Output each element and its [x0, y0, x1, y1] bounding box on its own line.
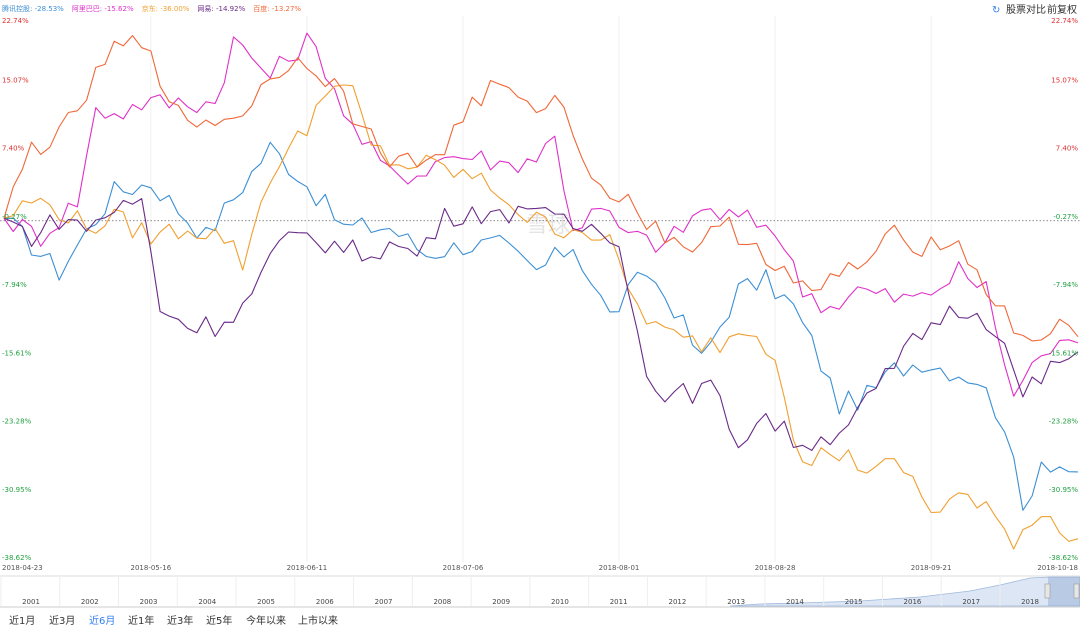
x-tick-label: 2018-09-21	[911, 564, 952, 572]
range-button[interactable]: 近6月	[89, 614, 115, 627]
series-layer	[3, 32, 1079, 550]
x-tick-label: 2018-08-01	[599, 564, 640, 572]
navigator-year-label: 2010	[551, 598, 569, 606]
legend-item[interactable]: 京东: -36.00%	[142, 4, 190, 13]
legend-item[interactable]: 腾讯控股: -28.53%	[2, 4, 64, 13]
navigator-year-label: 2008	[433, 598, 451, 606]
legend-item[interactable]: 百度: -13.27%	[253, 4, 301, 13]
navigator-year-label: 2007	[375, 598, 393, 606]
y-tick-label-right: -7.94%	[1053, 281, 1078, 289]
range-buttons: 近1月 近3月 近6月 近1年 近3年 近5年 今年以来 上市以来	[9, 614, 338, 627]
series-line	[3, 198, 1079, 451]
navigator-year-label: 2011	[610, 598, 628, 606]
y-tick-label-right: -23.28%	[1049, 418, 1079, 426]
y-tick-label-right: 7.40%	[1056, 145, 1079, 153]
navigator-year-label: 2018	[1021, 598, 1039, 606]
navigator-year-label: 2001	[22, 598, 40, 606]
navigator-year-label: 2002	[81, 598, 99, 606]
y-tick-label-right: -30.95%	[1049, 486, 1079, 494]
range-button[interactable]: 近3月	[49, 614, 75, 627]
navigator-handle-left[interactable]	[1044, 583, 1051, 599]
y-tick-label-right: 15.07%	[1051, 76, 1078, 84]
legend: 腾讯控股: -28.53% 阿里巴巴: -15.62% 京东: -36.00% 网易:…	[2, 4, 301, 13]
range-button[interactable]: 今年以来	[246, 614, 286, 627]
navigator-handle-right[interactable]	[1073, 583, 1080, 599]
navigator-year-label: 2005	[257, 598, 275, 606]
legend-item[interactable]: 阿里巴巴: -15.62%	[72, 4, 134, 13]
navigator-area	[729, 576, 1080, 607]
x-tick-label: 2018-07-06	[443, 564, 484, 572]
series-line	[3, 84, 1079, 550]
navigator-year-label: 2017	[962, 598, 980, 606]
vertical-grid	[150, 16, 932, 562]
navigator-year-label: 2012	[668, 598, 686, 606]
navigator-year-label: 2014	[786, 598, 804, 606]
navigator-year-label: 2016	[904, 598, 922, 606]
y-tick-label-left: 7.40%	[2, 145, 25, 153]
y-tick-label-right: -38.62%	[1049, 554, 1079, 562]
x-tick-label: 2018-05-16	[131, 564, 172, 572]
navigator-year-label: 2004	[198, 598, 216, 606]
watermark: 雪球	[526, 213, 570, 238]
y-axis-right: 22.74% 15.07% 7.40% -0.27% -7.94% -15.61% -23.…	[1049, 17, 1079, 562]
y-tick-label-right: -0.27%	[1053, 213, 1078, 221]
range-button[interactable]: 近3年	[167, 614, 193, 627]
range-button[interactable]: 上市以来	[298, 614, 338, 627]
series-line	[3, 141, 1079, 511]
y-tick-label-left: -38.62%	[2, 554, 32, 562]
navigator-years: 2001 2002 2003 2004 2005 2006 2007 2008 2009 2010…	[0, 577, 1039, 606]
series-line	[3, 35, 1079, 342]
y-tick-label-left: 22.74%	[2, 17, 29, 25]
y-tick-label-left: 15.07%	[2, 76, 29, 84]
y-tick-label-left: -23.28%	[2, 418, 32, 426]
navigator-year-label: 2009	[492, 598, 510, 606]
y-tick-label-right: -15.61%	[1049, 349, 1079, 357]
x-tick-label: 2018-04-23	[2, 564, 43, 572]
y-tick-label-left: -7.94%	[2, 281, 27, 289]
y-tick-label-left: -30.95%	[2, 486, 32, 494]
refresh-icon[interactable]: ↻	[992, 5, 1000, 16]
x-tick-label: 2018-06-11	[287, 564, 328, 572]
adjust-button[interactable]: 前复权	[1047, 3, 1077, 16]
y-tick-label-right: 22.74%	[1051, 17, 1078, 25]
navigator-year-label: 2006	[316, 598, 334, 606]
range-button[interactable]: 近1月	[9, 614, 35, 627]
x-tick-label: 2018-10-18	[1037, 564, 1078, 572]
series-line	[3, 32, 1079, 397]
stock-compare-button[interactable]: 股票对比	[1006, 3, 1046, 16]
x-tick-label: 2018-08-28	[755, 564, 796, 572]
navigator-year-label: 2015	[845, 598, 863, 606]
navigator-year-label: 2013	[727, 598, 745, 606]
y-axis-left: 22.74% 15.07% 7.40% -0.27% -7.94% -15.61% -23.…	[2, 17, 32, 562]
y-tick-label-left: -15.61%	[2, 349, 32, 357]
x-axis: 2018-04-23 2018-05-16 2018-06-11 2018-07-06…	[2, 564, 1078, 572]
legend-item[interactable]: 网易: -14.92%	[197, 5, 245, 13]
y-tick-label-left: -0.27%	[2, 213, 27, 221]
range-button[interactable]: 近1年	[128, 614, 154, 627]
navigator-year-label: 2003	[140, 598, 158, 606]
range-button[interactable]: 近5年	[206, 614, 232, 627]
